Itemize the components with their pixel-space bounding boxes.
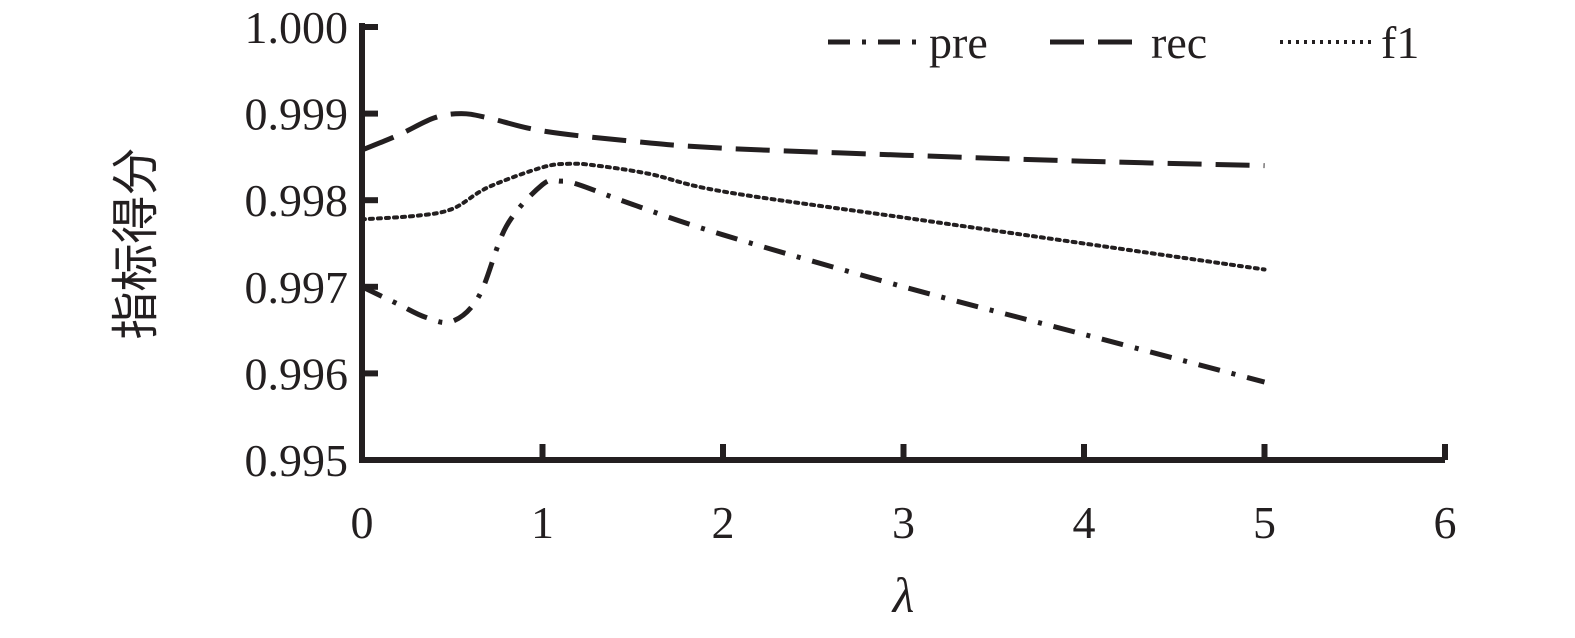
legend-label-rec: rec [1151,17,1207,68]
y-axis-title: 指标得分 [110,147,163,339]
legend-label-pre: pre [929,17,988,68]
y-tick-label: 0.997 [245,262,349,313]
x-tick-label: 4 [1073,497,1096,548]
x-tick-label: 0 [351,497,374,548]
x-axis-title: λ [891,567,915,623]
y-tick-label: 0.999 [245,89,349,140]
chart-legend: pre rec f1 [828,17,1419,68]
chart-axes: 0.995 0.996 0.997 0.998 0.999 1.000 0 1 2 3 4 5 6 [245,2,1457,548]
x-tick-label: 2 [712,497,735,548]
series-line-rec [361,111,1265,169]
y-tick-label: 0.995 [245,435,349,486]
y-tick-label: 1.000 [245,2,349,53]
series-line-pre [360,177,1266,385]
y-tick-label: 0.996 [245,348,349,399]
legend-label-f1: f1 [1381,17,1419,68]
series-line-f1 [360,161,1267,272]
x-tick-label: 1 [531,497,554,548]
y-tick-label: 0.998 [245,175,349,226]
x-tick-label: 6 [1434,497,1457,548]
x-tick-label: 3 [892,497,915,548]
chart-series [360,111,1267,385]
x-tick-label: 5 [1253,497,1276,548]
